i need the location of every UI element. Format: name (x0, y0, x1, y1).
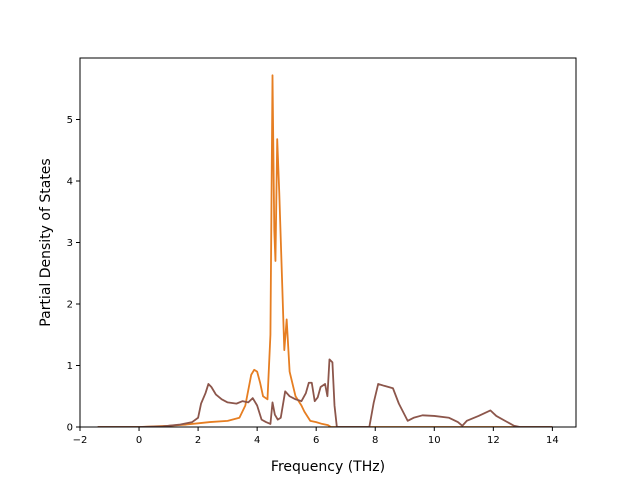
x-tick-label: 2 (195, 435, 201, 446)
series-lines (97, 74, 553, 427)
x-axis-label: Frequency (THz) (271, 459, 385, 475)
y-tick-label: 5 (67, 115, 73, 126)
x-tick-label: 4 (254, 435, 260, 446)
y-tick-label: 0 (67, 423, 73, 434)
y-tick-label: 3 (67, 238, 73, 249)
x-tick-label: 10 (428, 435, 441, 446)
x-tick-label: −2 (73, 435, 88, 446)
x-tick-label: 14 (546, 435, 559, 446)
x-tick-label: 0 (136, 435, 142, 446)
x-tick-label: 8 (372, 435, 378, 446)
y-tick-label: 4 (67, 177, 73, 188)
y-axis-label: Partial Density of States (38, 158, 54, 326)
x-tick-label: 12 (487, 435, 500, 446)
y-tick-label: 1 (67, 361, 73, 372)
y-tick-label: 2 (67, 300, 73, 311)
series-line-1 (97, 74, 553, 427)
y-axis-ticks: 0 1 2 3 4 5 (67, 115, 80, 434)
x-axis-ticks: −2 0 2 4 6 8 10 12 14 (73, 427, 559, 446)
series-line-2 (97, 358, 553, 427)
x-tick-label: 6 (313, 435, 319, 446)
